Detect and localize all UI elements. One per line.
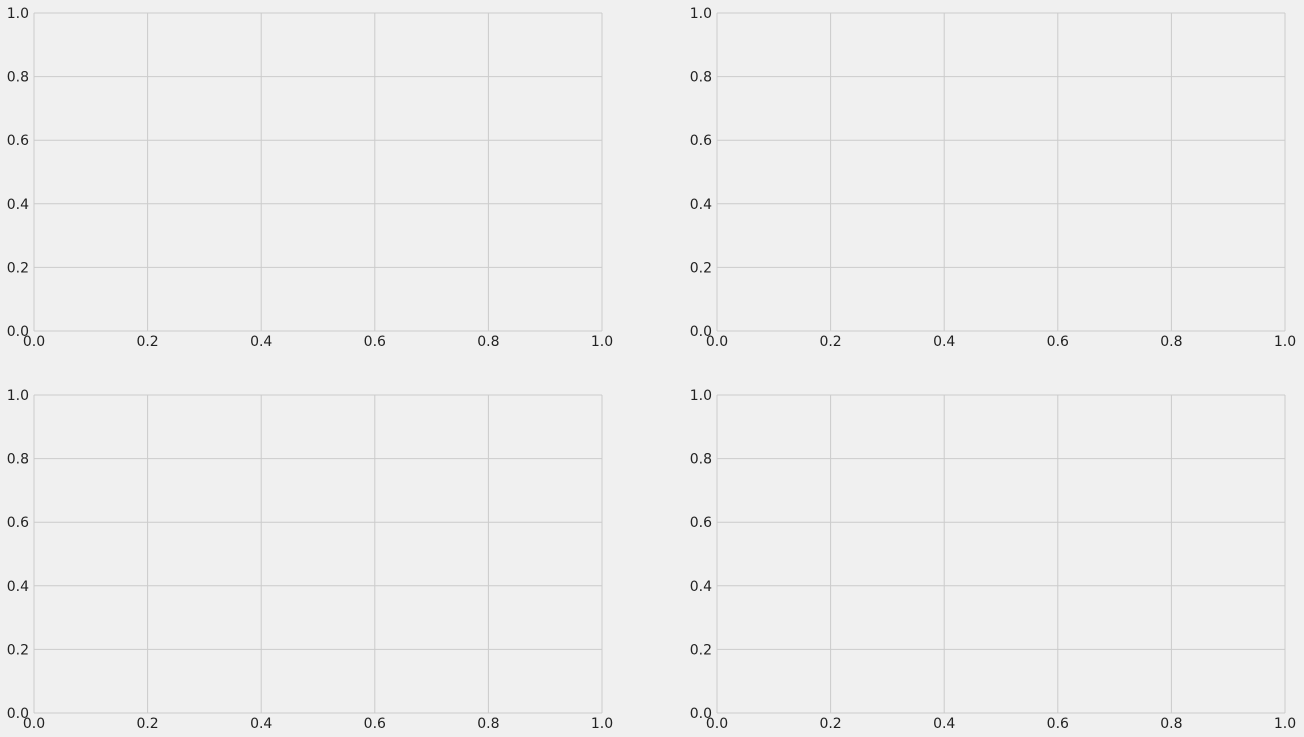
x-tick-label: 0.0	[706, 716, 728, 732]
y-tick-label: 0.8	[690, 70, 712, 86]
y-tick-label: 0.4	[690, 197, 712, 213]
x-tick-label: 0.2	[819, 716, 841, 732]
y-tick-label: 0.0	[690, 706, 712, 722]
subplot-bottom-right: 0.0 0.2 0.4 0.6 0.8 1.0 0.0 0.2 0.4 0.6 0.8 1.0	[690, 388, 1296, 732]
x-tick-label: 0.6	[364, 716, 386, 732]
y-tick-label: 0.6	[690, 515, 712, 531]
y-tick-label: 0.8	[7, 452, 29, 468]
subplot-top-right: 0.0 0.2 0.4 0.6 0.8 1.0 0.0 0.2 0.4 0.6 0.8 1.0	[690, 6, 1296, 350]
x-tick-label: 0.6	[1047, 334, 1069, 350]
y-tick-label: 0.8	[7, 70, 29, 86]
y-tick-label: 0.0	[690, 324, 712, 340]
x-tick-label: 1.0	[591, 716, 613, 732]
x-tick-label: 0.6	[1047, 716, 1069, 732]
x-tick-label: 0.0	[23, 334, 45, 350]
x-tick-label: 0.2	[136, 716, 158, 732]
x-tick-label: 0.4	[250, 334, 272, 350]
y-tick-label: 0.8	[690, 452, 712, 468]
y-tick-label: 0.0	[7, 706, 29, 722]
y-tick-label: 0.2	[7, 642, 29, 658]
x-tick-label: 0.2	[819, 334, 841, 350]
x-tick-label: 0.4	[250, 716, 272, 732]
y-tick-label: 0.4	[7, 579, 29, 595]
y-tick-label: 0.4	[7, 197, 29, 213]
x-tick-label: 0.0	[23, 716, 45, 732]
x-tick-label: 1.0	[1274, 334, 1296, 350]
x-tick-label: 0.2	[136, 334, 158, 350]
subplot-grid: 0.0 0.2 0.4 0.6 0.8 1.00.00.20.40.60.81.00.0 0…	[7, 6, 1296, 732]
y-tick-label: 1.0	[690, 6, 712, 22]
x-tick-label: 0.4	[933, 716, 955, 732]
x-tick-label: 1.0	[591, 334, 613, 350]
x-tick-label: 0.8	[1160, 716, 1182, 732]
x-tick-label: 0.0	[706, 334, 728, 350]
y-tick-label: 0.2	[690, 642, 712, 658]
y-tick-label: 0.2	[7, 260, 29, 276]
y-tick-label: 1.0	[7, 388, 29, 404]
subplot-bottom-left: 0.0 0.2 0.4 0.6 0.8 1.0 0.0 0.2 0.4 0.6 0.8 1.0	[7, 388, 613, 732]
x-tick-label: 0.4	[933, 334, 955, 350]
y-tick-label: 0.2	[690, 260, 712, 276]
x-tick-label: 0.8	[477, 716, 499, 732]
x-tick-label: 1.0	[1274, 716, 1296, 732]
y-tick-label: 0.6	[7, 515, 29, 531]
x-tick-label: 0.6	[364, 334, 386, 350]
y-tick-label: 0.6	[7, 133, 29, 149]
x-tick-label: 0.8	[477, 334, 499, 350]
y-tick-label: 0.6	[690, 133, 712, 149]
subplot-top-left: 0.0 0.2 0.4 0.6 0.8 1.0 0.0 0.2 0.4 0.6 0.8 1.0	[7, 6, 613, 350]
y-tick-label: 0.4	[690, 579, 712, 595]
x-tick-label: 0.8	[1160, 334, 1182, 350]
y-tick-label: 1.0	[690, 388, 712, 404]
y-tick-label: 0.0	[7, 324, 29, 340]
y-tick-label: 1.0	[7, 6, 29, 22]
